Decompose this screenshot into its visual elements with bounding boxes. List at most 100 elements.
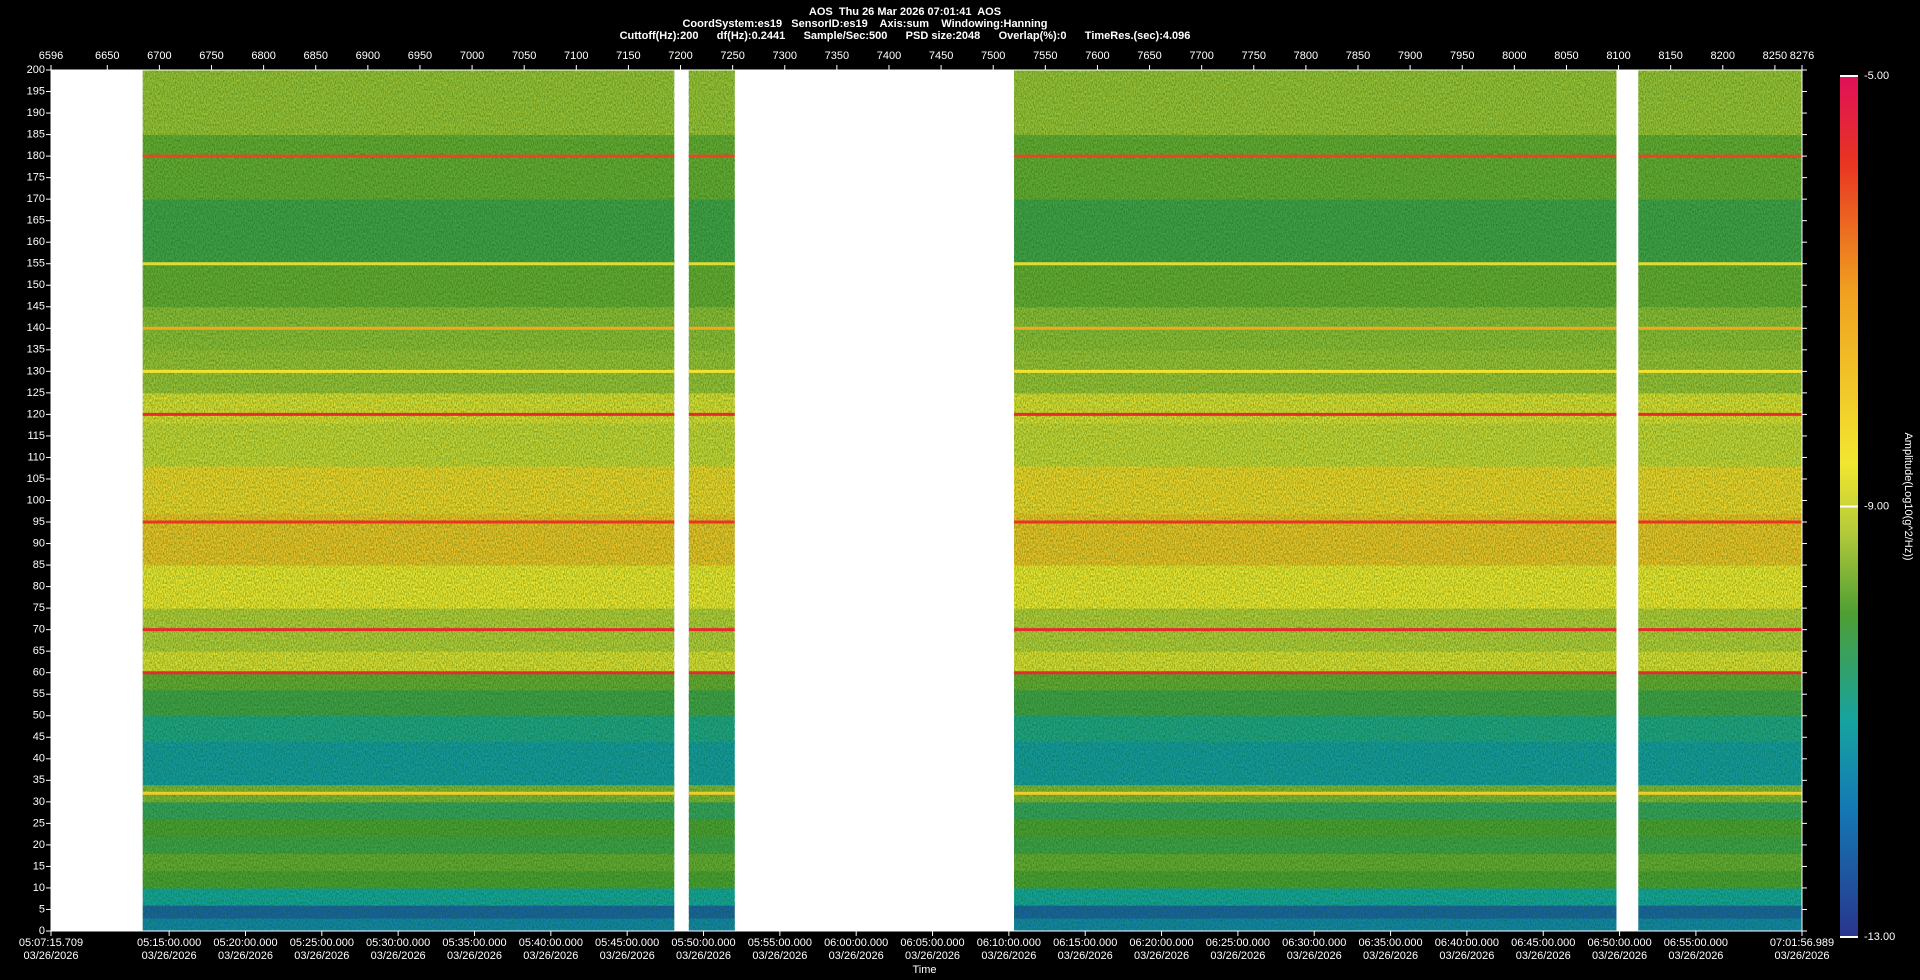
time-tick-label: 06:15:00.000 xyxy=(1053,937,1117,949)
y-tick-label: 50 xyxy=(33,710,45,722)
y-tick-label: 145 xyxy=(27,301,45,313)
x-tick-label: 6800 xyxy=(251,50,275,62)
title-line: AOS Thu 26 Mar 2026 07:01:41 AOS xyxy=(809,6,1001,18)
time-tick-date: 03/26/2026 xyxy=(371,950,426,962)
x-tick-label: 8100 xyxy=(1606,50,1630,62)
y-tick-label: 65 xyxy=(33,645,45,657)
x-tick-label: 7300 xyxy=(773,50,797,62)
y-tick-label: 110 xyxy=(27,451,45,463)
colorbar-tick-label: -9.00 xyxy=(1864,500,1889,512)
y-tick-label: 175 xyxy=(27,172,45,184)
y-tick-label: 115 xyxy=(27,430,45,442)
time-tick-date: 03/26/2026 xyxy=(600,950,655,962)
colorbar-label: Amplitude(Log10(g^2/Hz)) xyxy=(1902,432,1914,560)
y-tick-label: 200 xyxy=(27,64,45,76)
x-tick-label: 8050 xyxy=(1554,50,1578,62)
x-tick-label: 8000 xyxy=(1502,50,1526,62)
x-tick-label: 6700 xyxy=(147,50,171,62)
x-tick-label: 8250 xyxy=(1763,50,1787,62)
y-tick-label: 140 xyxy=(27,322,45,334)
x-tick-label: 7150 xyxy=(616,50,640,62)
x-tick-label: 6596 xyxy=(39,50,63,62)
x-tick-label: 7950 xyxy=(1450,50,1474,62)
time-tick-label: 05:20:00.000 xyxy=(213,937,277,949)
x-tick-label: 7600 xyxy=(1085,50,1109,62)
time-tick-label: 05:55:00.000 xyxy=(748,937,812,949)
y-tick-label: 35 xyxy=(33,774,45,786)
y-tick-label: 195 xyxy=(27,85,45,97)
time-tick-label: 06:40:00.000 xyxy=(1435,937,1499,949)
y-tick-label: 190 xyxy=(27,107,45,119)
time-tick-label: 05:45:00.000 xyxy=(595,937,659,949)
x-tick-label: 7050 xyxy=(512,50,536,62)
time-tick-label: 05:25:00.000 xyxy=(290,937,354,949)
x-tick-label: 7450 xyxy=(929,50,953,62)
y-tick-label: 120 xyxy=(27,408,45,420)
time-tick-date: 03/26/2026 xyxy=(1774,950,1829,962)
time-tick-date: 03/26/2026 xyxy=(447,950,502,962)
x-tick-label: 7400 xyxy=(877,50,901,62)
time-tick-date: 03/26/2026 xyxy=(1287,950,1342,962)
x-tick-label: 7550 xyxy=(1033,50,1057,62)
time-tick-label: 05:50:00.000 xyxy=(671,937,735,949)
time-tick-label: 06:20:00.000 xyxy=(1129,937,1193,949)
x-axis-label: Time xyxy=(912,964,936,976)
time-tick-date: 03/26/2026 xyxy=(1363,950,1418,962)
time-tick-label: 06:35:00.000 xyxy=(1358,937,1422,949)
x-tick-label: 6900 xyxy=(356,50,380,62)
x-tick-label: 7100 xyxy=(564,50,588,62)
time-tick-label: 05:07:15.709 xyxy=(19,937,83,949)
time-tick-date: 03/26/2026 xyxy=(1058,950,1113,962)
y-tick-label: 75 xyxy=(33,602,45,614)
y-tick-label: 40 xyxy=(33,753,45,765)
time-tick-date: 03/26/2026 xyxy=(218,950,273,962)
time-tick-date: 03/26/2026 xyxy=(1592,950,1647,962)
time-tick-date: 03/26/2026 xyxy=(829,950,884,962)
noise-texture xyxy=(1638,70,1802,931)
x-tick-label: 7250 xyxy=(720,50,744,62)
time-tick-date: 03/26/2026 xyxy=(1134,950,1189,962)
time-tick-label: 05:30:00.000 xyxy=(366,937,430,949)
time-tick-label: 05:40:00.000 xyxy=(519,937,583,949)
y-tick-label: 105 xyxy=(27,473,45,485)
y-tick-label: 160 xyxy=(27,236,45,248)
noise-texture xyxy=(688,70,735,931)
x-tick-label: 6750 xyxy=(199,50,223,62)
time-tick-date: 03/26/2026 xyxy=(1668,950,1723,962)
y-tick-label: 60 xyxy=(33,667,45,679)
time-tick-label: 05:15:00.000 xyxy=(137,937,201,949)
colorbar-tick-label: -5.00 xyxy=(1864,70,1889,82)
y-tick-label: 45 xyxy=(33,731,45,743)
y-tick-label: 0 xyxy=(39,925,45,937)
x-tick-label: 7700 xyxy=(1189,50,1213,62)
x-tick-label: 6850 xyxy=(303,50,327,62)
x-tick-label: 8276 xyxy=(1790,50,1814,62)
y-tick-label: 155 xyxy=(27,258,45,270)
time-tick-date: 03/26/2026 xyxy=(676,950,731,962)
time-tick-date: 03/26/2026 xyxy=(752,950,807,962)
x-tick-label: 7800 xyxy=(1294,50,1318,62)
title-line: CoordSystem:es19 SensorID:es19 Axis:sum … xyxy=(682,18,1047,30)
y-tick-label: 165 xyxy=(27,215,45,227)
y-tick-label: 5 xyxy=(39,903,45,915)
y-tick-label: 20 xyxy=(33,839,45,851)
time-tick-label: 06:05:00.000 xyxy=(900,937,964,949)
time-tick-label: 07:01:56.989 xyxy=(1770,937,1834,949)
y-tick-label: 10 xyxy=(33,882,45,894)
y-tick-label: 150 xyxy=(27,279,45,291)
time-tick-date: 03/26/2026 xyxy=(905,950,960,962)
x-tick-label: 6650 xyxy=(95,50,119,62)
y-tick-label: 95 xyxy=(33,516,45,528)
y-tick-label: 130 xyxy=(27,365,45,377)
time-tick-date: 03/26/2026 xyxy=(1516,950,1571,962)
x-tick-label: 8200 xyxy=(1711,50,1735,62)
y-tick-label: 25 xyxy=(33,817,45,829)
y-tick-label: 85 xyxy=(33,559,45,571)
y-tick-label: 70 xyxy=(33,624,45,636)
y-tick-label: 90 xyxy=(33,537,45,549)
colorbar-tick-label: -13.00 xyxy=(1864,931,1895,943)
x-tick-label: 7900 xyxy=(1398,50,1422,62)
time-tick-date: 03/26/2026 xyxy=(142,950,197,962)
x-tick-label: 8150 xyxy=(1658,50,1682,62)
